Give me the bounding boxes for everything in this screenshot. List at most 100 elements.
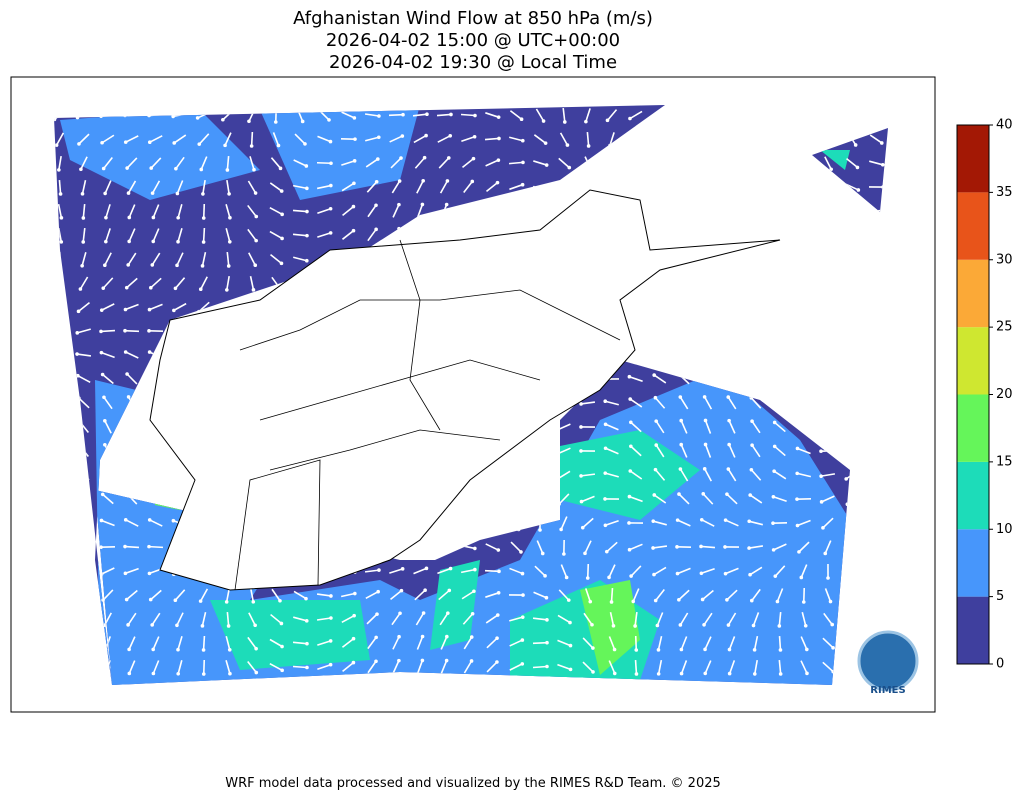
wind-arrow	[726, 277, 738, 289]
wind-layer	[60, 110, 260, 200]
wind-arrow-head	[352, 613, 356, 618]
wind-arrow-head	[328, 639, 333, 643]
wind-arrow-head	[628, 469, 633, 473]
wind-arrow-head	[279, 189, 284, 193]
wind-arrow	[463, 636, 473, 650]
wind-arrow-head	[99, 308, 104, 312]
wind-arrow-head	[421, 611, 426, 615]
wind-arrow-head	[749, 467, 754, 472]
wind-arrow	[728, 636, 736, 650]
wind-arrow-head	[99, 329, 103, 334]
wind-arrow-head	[127, 671, 132, 676]
wind-arrow	[680, 180, 688, 194]
wind-arrow-head	[59, 240, 64, 244]
wind-arrow	[701, 303, 715, 311]
wind-arrow	[247, 636, 257, 650]
wind-arrow-head	[750, 443, 754, 447]
wind-arrow-head	[633, 624, 637, 628]
wind-arrow-head	[752, 672, 757, 676]
wind-arrow	[653, 374, 667, 384]
wind-arrow-head	[497, 569, 501, 574]
wind-arrow	[201, 251, 207, 267]
wind-arrow-head	[803, 623, 808, 628]
wind-arrow-head	[511, 455, 516, 460]
wind-arrow-head	[445, 179, 450, 183]
wind-arrow-head	[254, 214, 259, 219]
wind-arrow	[461, 518, 475, 528]
wind-arrow	[54, 446, 67, 456]
wind-arrow	[773, 110, 787, 120]
wind-arrow-head	[629, 310, 634, 314]
wind-arrow	[557, 470, 571, 480]
wind-arrow-head	[126, 263, 131, 267]
wind-arrow-head	[678, 623, 683, 627]
wind-arrow	[81, 179, 87, 195]
wind-arrow-head	[870, 407, 875, 411]
wind-arrow	[460, 113, 476, 117]
wind-arrow-head	[198, 287, 203, 292]
wind-arrow	[585, 108, 591, 122]
wind-arrow	[677, 351, 691, 359]
wind-arrow-head	[775, 287, 780, 292]
wind-arrow-head	[126, 395, 131, 399]
wind-arrow	[872, 324, 880, 338]
wind-arrow-head	[568, 667, 573, 672]
wind-arrow-head	[771, 521, 775, 525]
wind-arrow	[677, 134, 691, 144]
wind-arrow-head	[881, 232, 885, 237]
wind-arrow	[226, 179, 230, 195]
wind-arrow	[704, 228, 712, 242]
wind-arrow	[317, 207, 331, 215]
wind-arrow-head	[447, 588, 452, 593]
wind-arrow	[317, 663, 331, 671]
wind-arrow-head	[747, 115, 752, 119]
wind-arrow-head	[844, 477, 848, 481]
wind-arrow	[176, 612, 184, 626]
wind-arrow	[657, 203, 663, 219]
wind-arrow-head	[795, 471, 799, 476]
wind-arrow-head	[127, 215, 132, 220]
wind-arrow	[81, 612, 87, 626]
wind-arrow-head	[777, 624, 782, 628]
wind-arrow-head	[653, 395, 658, 400]
wind-arrow	[749, 112, 763, 118]
wind-arrow	[634, 611, 638, 627]
wind-arrow	[54, 542, 67, 552]
wind-arrow	[391, 612, 401, 626]
wind-arrow-head	[795, 422, 800, 427]
wind-arrow	[632, 588, 640, 602]
wind-arrow	[364, 569, 380, 573]
wind-arrow	[412, 113, 428, 117]
wind-arrow	[778, 611, 782, 627]
wind-arrow	[150, 277, 162, 289]
wind-arrow	[102, 493, 114, 505]
wind-arrow	[462, 613, 474, 625]
wind-arrow-head	[151, 215, 156, 220]
wind-arrow-head	[727, 215, 732, 220]
wind-arrow-head	[124, 285, 129, 290]
wind-arrow	[629, 398, 643, 408]
wind-arrow	[870, 421, 882, 433]
wind-arrow	[341, 638, 355, 648]
wind-arrow	[439, 612, 449, 626]
wind-arrow	[175, 468, 185, 482]
wind-arrow	[533, 591, 547, 599]
wind-arrow	[728, 180, 736, 194]
wind-arrow	[654, 397, 666, 409]
wind-arrow-head	[125, 372, 129, 376]
wind-arrow	[509, 663, 523, 671]
wind-arrow	[868, 209, 884, 213]
wind-arrow-head	[747, 519, 752, 524]
wind-arrow-head	[872, 503, 876, 508]
wind-arrow	[750, 469, 762, 481]
wind-arrow	[127, 180, 137, 194]
wind-arrow-head	[252, 167, 256, 172]
wind-arrow	[58, 179, 62, 195]
wind-arrow-head	[175, 623, 179, 628]
wind-arrow	[800, 204, 808, 218]
wind-arrow	[292, 233, 308, 237]
wind-arrow-head	[420, 658, 425, 663]
wind-arrow	[535, 108, 545, 122]
wind-arrow-head	[147, 571, 152, 576]
wind-arrow-head	[797, 118, 802, 123]
